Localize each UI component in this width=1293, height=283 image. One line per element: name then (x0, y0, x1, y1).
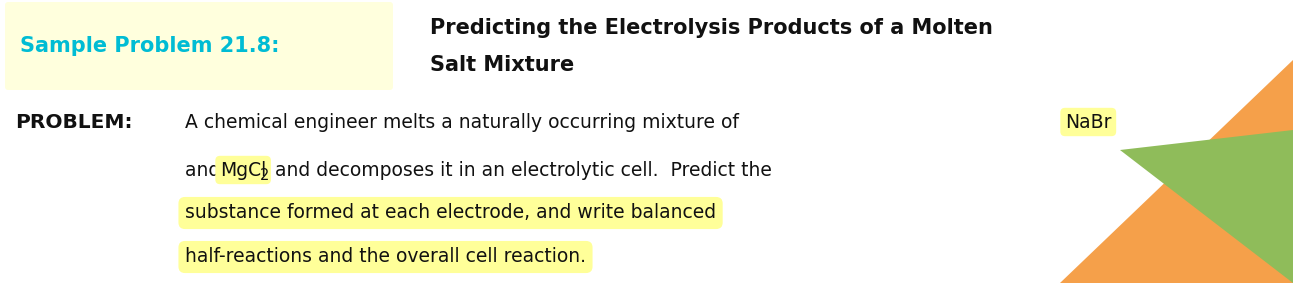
Text: and: and (185, 160, 226, 179)
Text: half-reactions and the overall cell reaction.: half-reactions and the overall cell reac… (185, 248, 586, 267)
Text: Sample Problem 21.8:: Sample Problem 21.8: (19, 36, 279, 56)
FancyBboxPatch shape (5, 2, 393, 90)
Text: and decomposes it in an electrolytic cell.  Predict the: and decomposes it in an electrolytic cel… (269, 160, 772, 179)
Polygon shape (1120, 130, 1293, 283)
Text: PROBLEM:: PROBLEM: (16, 113, 132, 132)
Text: A chemical engineer melts a naturally occurring mixture of: A chemical engineer melts a naturally oc… (185, 113, 745, 132)
Text: substance formed at each electrode, and write balanced: substance formed at each electrode, and … (185, 203, 716, 222)
Text: 2: 2 (260, 168, 269, 183)
Text: Predicting the Electrolysis Products of a Molten: Predicting the Electrolysis Products of … (431, 18, 993, 38)
Text: MgCl: MgCl (220, 160, 266, 179)
Text: Salt Mixture: Salt Mixture (431, 55, 574, 75)
Text: NaBr: NaBr (1065, 113, 1112, 132)
Polygon shape (1060, 60, 1293, 283)
